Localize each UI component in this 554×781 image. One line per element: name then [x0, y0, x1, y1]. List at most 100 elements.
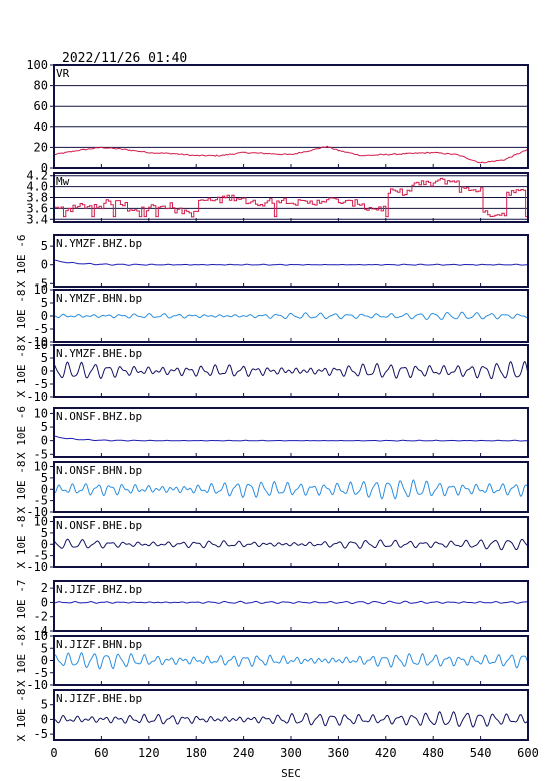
y-tick-label: -5	[34, 377, 48, 391]
y-tick-label: 80	[34, 79, 48, 93]
y-tick-label: 100	[26, 58, 48, 72]
x-tick-label: 180	[185, 746, 207, 760]
y-unit-label: X 10E -6	[15, 406, 28, 459]
panel-title: N.YMZF.BHZ.bp	[56, 237, 142, 250]
y-tick-label: 60	[34, 99, 48, 113]
y-unit-label: X 10E -8	[15, 345, 28, 398]
y-tick-label: -5	[34, 447, 48, 461]
x-tick-label: 60	[94, 746, 108, 760]
y-tick-label: 10	[34, 629, 48, 643]
x-tick-label: 480	[422, 746, 444, 760]
x-tick-label: 0	[50, 746, 57, 760]
y-unit-label: X 10E -8	[15, 290, 28, 343]
x-axis: 0 60 120 180 240 300 360 420 480 540 600	[50, 746, 538, 760]
panel-frame	[53, 64, 529, 169]
panel-title: N.JIZF.BHN.bp	[56, 638, 142, 651]
y-unit-label: X 10E -8	[15, 461, 28, 514]
x-tick-label: 600	[517, 746, 539, 760]
y-tick-label: 5	[41, 296, 48, 310]
y-tick-label: 10	[34, 283, 48, 297]
y-tick-label: 0	[41, 434, 48, 448]
y-tick-label: -2	[34, 610, 48, 624]
y-tick-label: -10	[26, 335, 48, 349]
panel-title: N.ONSF.BHN.bp	[56, 464, 142, 477]
y-tick-label: 3.4	[26, 212, 48, 226]
waveform-line	[54, 259, 529, 266]
y-tick-label: -5	[34, 494, 48, 508]
waveform-line	[53, 479, 529, 500]
y-unit-label: X 10E -8	[15, 689, 28, 742]
y-tick-label: -10	[26, 505, 48, 519]
panel-title: N.JIZF.BHE.bp	[56, 692, 142, 705]
y-tick-label: 40	[34, 120, 48, 134]
y-tick-label: 3.6	[26, 201, 48, 215]
y-tick-label: 5	[41, 698, 48, 712]
y-tick-label: 5	[41, 420, 48, 434]
y-tick-label: 0	[41, 258, 48, 272]
x-tick-label: 420	[375, 746, 397, 760]
panel-title: Mw	[56, 175, 70, 188]
y-tick-label: 3.8	[26, 191, 48, 205]
panel-title: N.YMZF.BHE.bp	[56, 347, 142, 360]
y-tick-label: -4	[34, 624, 48, 638]
waveform-line	[53, 600, 528, 605]
x-tick-label: 300	[280, 746, 302, 760]
panel-mw: 3.43.63.84.04.2 Mw	[26, 169, 529, 226]
y-tick-label: -10	[26, 678, 48, 692]
panel-title: N.YMZF.BHN.bp	[56, 292, 142, 305]
y-tick-label: 5	[41, 239, 48, 253]
y-tick-label: -10	[26, 560, 48, 574]
y-unit-label: X 10E -7	[15, 580, 28, 633]
waveform-line	[54, 311, 528, 321]
panel-vr: 0 20 40 60 80 100 VR	[26, 58, 529, 175]
y-tick-label: 0	[41, 712, 48, 726]
waveform-line	[53, 538, 529, 551]
y-unit-label: X 10E -8	[15, 634, 28, 687]
y-tick-label: -5	[34, 276, 48, 290]
y-tick-label: 0	[41, 482, 48, 496]
x-tick-label: 120	[138, 746, 160, 760]
y-tick-label: 0	[41, 595, 48, 609]
y-tick-label: 0	[41, 537, 48, 551]
waveform-line	[53, 711, 529, 728]
y-tick-label: -5	[34, 727, 48, 741]
y-tick-label: 4.0	[26, 180, 48, 194]
y-unit-label: X 10E -8	[15, 516, 28, 569]
x-tick-label: 360	[328, 746, 350, 760]
vr-series-line	[53, 145, 529, 164]
y-tick-label: -5	[34, 322, 48, 336]
y-tick-label: -5	[34, 666, 48, 680]
panel-title: N.ONSF.BHZ.bp	[56, 410, 142, 423]
y-tick-label: 5	[41, 471, 48, 485]
y-tick-label: 4.2	[26, 169, 48, 183]
x-tick-label: 240	[233, 746, 255, 760]
y-tick-label: 10	[34, 460, 48, 474]
y-tick-label: -5	[34, 549, 48, 563]
x-tick-label: 540	[470, 746, 492, 760]
y-tick-label: 10	[34, 406, 48, 420]
y-tick-label: 20	[34, 140, 48, 154]
waveform-line	[53, 360, 529, 380]
x-axis-title: SEC	[281, 767, 301, 780]
y-tick-label: 5	[41, 351, 48, 365]
y-tick-label: 0	[41, 309, 48, 323]
y-tick-label: 5	[41, 641, 48, 655]
waveform-line	[53, 651, 529, 670]
panel-title: N.ONSF.BHE.bp	[56, 519, 142, 532]
panel-ymzf-bhz: -5 0 5 X 10E -6 N.YMZF.BHZ.bp	[15, 234, 529, 290]
y-tick-label: 0	[41, 364, 48, 378]
panel-jizf-bhe: -505 X 10E -8 N.JIZF.BHE.bp	[15, 689, 529, 742]
panel-title: VR	[56, 67, 70, 80]
y-unit-label: X 10E -6	[15, 235, 28, 288]
panel-jizf-bhz: -4-202 X 10E -7 N.JIZF.BHZ.bp	[15, 580, 529, 638]
mw-series-line	[54, 177, 529, 218]
y-tick-label: 0	[41, 161, 48, 175]
y-tick-label: -10	[26, 390, 48, 404]
y-tick-label: 2	[41, 581, 48, 595]
